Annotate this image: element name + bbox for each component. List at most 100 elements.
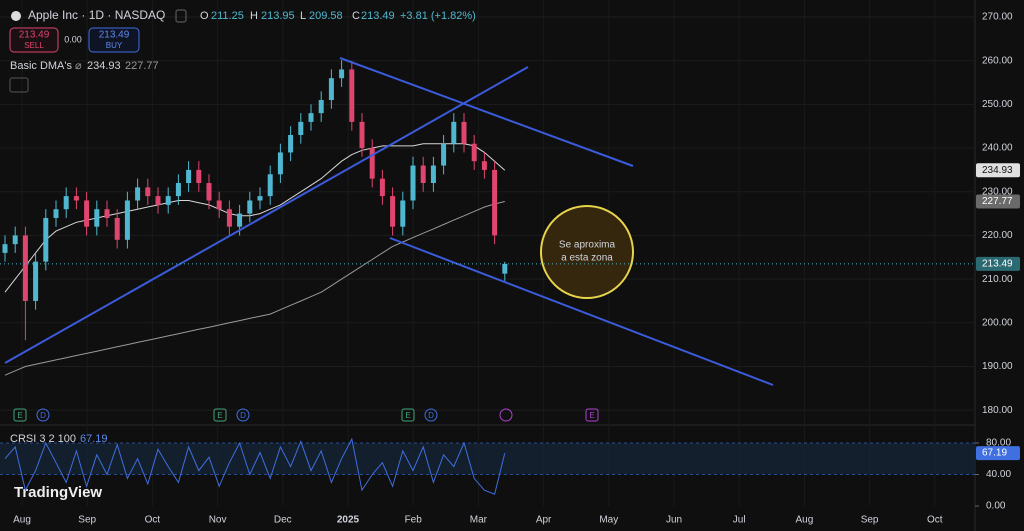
- crsi-tick-label: 40.00: [986, 469, 1011, 480]
- event-badge: [401, 408, 415, 422]
- candle-body: [114, 217, 120, 240]
- event-badge: [499, 408, 513, 422]
- y-tick-label: 270.00: [982, 12, 1013, 23]
- candle-body: [318, 100, 324, 114]
- candle-body: [441, 143, 447, 166]
- x-tick-label: Aug: [13, 515, 31, 526]
- x-tick-label: Oct: [927, 515, 943, 526]
- event-badge: [424, 408, 438, 422]
- event-label: E: [17, 411, 22, 420]
- collapse-button[interactable]: [9, 77, 29, 93]
- crsi-tick-label: 0.00: [986, 501, 1006, 512]
- candle-body: [461, 121, 467, 144]
- ohlc-change: +3.81 (+1.82%): [400, 10, 476, 22]
- candle-body: [298, 121, 304, 135]
- x-tick-label: Dec: [274, 515, 292, 526]
- event-label: D: [240, 411, 246, 420]
- brand: TradingView: [14, 484, 102, 501]
- x-tick-label: Mar: [470, 515, 488, 526]
- y-tick-label: 180.00: [982, 405, 1013, 416]
- apple-logo: [11, 11, 21, 21]
- ohlc-value: 213.49: [361, 10, 395, 22]
- annotation: a esta zona: [561, 253, 613, 264]
- x-tick-label: Apr: [536, 515, 552, 526]
- candle-body: [226, 209, 232, 227]
- candle-body: [155, 196, 161, 205]
- highlight-zone: [540, 205, 634, 299]
- candle-body: [339, 69, 345, 79]
- crsi-tag-label: 67.19: [982, 448, 1007, 459]
- candle-body: [420, 165, 426, 184]
- y-tick-label: 230.00: [982, 186, 1013, 197]
- candle-body: [206, 183, 212, 201]
- x-tick-label: 2025: [337, 515, 360, 526]
- candle-body: [84, 200, 90, 227]
- x-tick-label: Aug: [796, 515, 814, 526]
- ohlc-o: O: [200, 10, 209, 22]
- candle-body: [430, 165, 436, 184]
- symbol-title: Apple Inc · 1D · NASDAQ: [28, 8, 165, 22]
- candle-body: [145, 187, 151, 197]
- event-badge: [13, 408, 27, 422]
- indicator-symbol: ⌀: [75, 60, 82, 72]
- ohlc-value: 211.25: [211, 10, 244, 22]
- candle-body: [104, 209, 110, 218]
- annotation: Se aproxima: [559, 240, 616, 251]
- candle-body: [33, 261, 39, 301]
- candle-body: [94, 209, 100, 227]
- candle-body: [359, 121, 365, 149]
- sell-button[interactable]: [9, 27, 59, 53]
- buy-price: 213.49: [99, 30, 130, 41]
- price-tag-label: 213.49: [982, 259, 1013, 270]
- y-tick-label: 250.00: [982, 99, 1013, 110]
- crsi-value: 67.19: [80, 433, 108, 445]
- ohlc-value: 213.95: [261, 10, 295, 22]
- status-icon: [175, 9, 187, 23]
- price-tag: [976, 256, 1020, 271]
- crsi-tick-label: 80.00: [986, 438, 1011, 449]
- ohlc-h: H: [250, 10, 258, 22]
- candle-body: [471, 143, 477, 162]
- dma-200-line: [4, 201, 505, 376]
- event-badge: [36, 408, 50, 422]
- y-tick-label: 190.00: [982, 361, 1013, 372]
- candle-body: [12, 235, 18, 245]
- candle-body: [502, 263, 508, 274]
- candle-body: [481, 161, 487, 170]
- candle-body: [135, 187, 141, 201]
- candle-body: [451, 121, 457, 144]
- crsi-line: [4, 437, 506, 495]
- price-tag: [976, 194, 1020, 209]
- candle-body: [257, 196, 263, 201]
- dma200-value: 227.77: [125, 60, 159, 72]
- candle-body: [53, 209, 59, 218]
- y-tick-label: 220.00: [982, 230, 1013, 241]
- x-tick-label: Jun: [666, 515, 682, 526]
- candle-body: [308, 113, 314, 122]
- ohlc-c: C: [352, 10, 360, 22]
- ohlc-l: L: [300, 10, 306, 22]
- candle-body: [410, 165, 416, 201]
- ohlc-value: 209.58: [309, 10, 343, 22]
- candle-body: [379, 178, 385, 197]
- price-tag: [976, 163, 1020, 178]
- event-badge: [213, 408, 227, 422]
- buy-label: BUY: [106, 41, 123, 50]
- y-tick-label: 200.00: [982, 317, 1013, 328]
- candle-body: [175, 183, 181, 197]
- candle-body: [492, 169, 498, 236]
- candle-body: [369, 148, 375, 179]
- candles: [2, 60, 508, 341]
- dma50-value: 234.93: [87, 60, 121, 72]
- x-tick-label: Sep: [78, 515, 96, 526]
- x-tick-label: Nov: [209, 515, 227, 526]
- candle-body: [43, 217, 49, 262]
- buy-button[interactable]: [88, 27, 140, 53]
- candle-body: [349, 69, 355, 122]
- candle-body: [237, 213, 243, 227]
- candle-body: [73, 196, 79, 201]
- x-tick-label: Feb: [405, 515, 423, 526]
- sell-label: SELL: [24, 41, 44, 50]
- candle-body: [22, 235, 28, 301]
